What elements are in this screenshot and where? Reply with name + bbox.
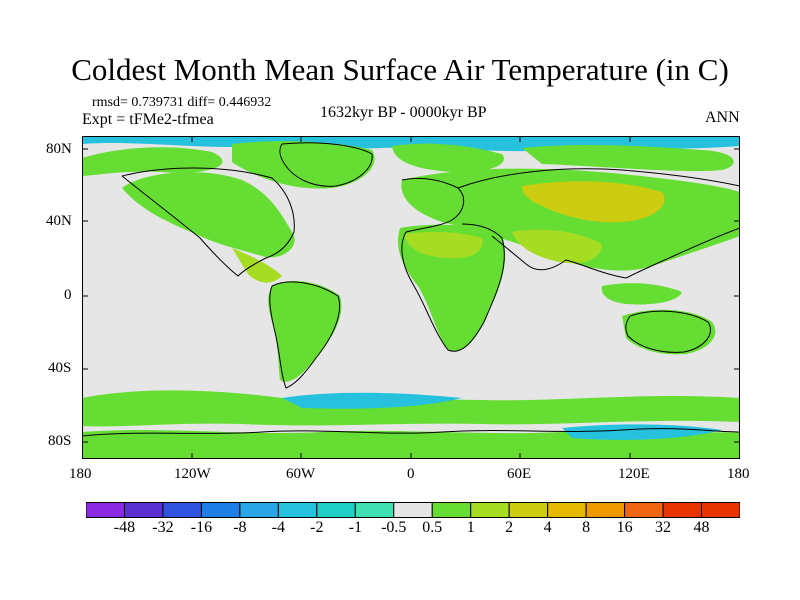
sahara-warm-region: [404, 231, 483, 259]
southern-ocean-positive-region: [82, 390, 740, 427]
coastlines: [82, 142, 740, 437]
central-america-warm-region: [232, 248, 282, 283]
colorbar-label: 8: [582, 519, 591, 536]
colorbar-box: [547, 502, 587, 518]
coastline-greenland: [279, 142, 373, 187]
colorbar-box: [662, 502, 703, 518]
colorbar-label: -2: [310, 519, 324, 536]
arctic-positive-region: [82, 147, 223, 176]
colorbar-box: [239, 502, 279, 518]
colorbar-box: [431, 502, 472, 518]
colorbar-label: -8: [233, 519, 247, 536]
maritime-continent-positive-region: [601, 283, 682, 305]
siberia-arctic-positive-region: [522, 144, 734, 172]
colorbar-label: -16: [190, 519, 213, 536]
colorbar-boxes: [86, 502, 740, 518]
colorbar: [86, 502, 740, 518]
lon-label-60e: 60E: [507, 466, 532, 482]
axis-ticks: [82, 136, 740, 459]
southern-ocean-negative-region: [282, 392, 462, 409]
antarctica-negative-region: [562, 424, 722, 440]
colorbar-box: [701, 502, 740, 518]
colorbar-label: 1: [466, 519, 475, 536]
map-border: [82, 136, 740, 459]
lat-label-80s: 80S: [48, 433, 72, 449]
colorbar-box: [585, 502, 626, 518]
coastline-europe-africa: [401, 177, 505, 352]
stats-readout: rmsd= 0.739731 diff= 0.446932: [92, 95, 272, 110]
colorbar-box: [123, 502, 164, 518]
colorbar-label: 0.5: [422, 519, 443, 536]
coastline-antarctica: [82, 428, 740, 437]
northeast-atlantic-positive-region: [392, 143, 504, 173]
north-america-positive-region: [122, 172, 295, 258]
colorbar-label: 4: [543, 519, 552, 536]
colorbar-label: 32: [655, 519, 672, 536]
colorbar-box: [470, 502, 510, 518]
colorbar-box: [508, 502, 549, 518]
plot-title: Coldest Month Mean Surface Air Temperatu…: [71, 52, 729, 87]
colorbar-box: [277, 502, 318, 518]
lat-label-40s: 40S: [48, 360, 72, 376]
central-asia-warm-region: [522, 181, 665, 223]
coastline-north-america: [121, 167, 295, 277]
colorbar-box: [162, 502, 202, 518]
colorbar-label: 16: [616, 519, 633, 536]
lon-label-120w: 120W: [174, 466, 211, 482]
africa-positive-region: [398, 224, 506, 351]
colorbar-label: -32: [152, 519, 174, 536]
colorbar-box: [354, 502, 395, 518]
temperature-anomaly-map: [82, 136, 740, 459]
colorbar-label: -48: [113, 519, 136, 536]
colorbar-label: 2: [505, 519, 514, 536]
lon-label-180e: 180: [727, 466, 750, 482]
season-label: ANN: [705, 109, 740, 126]
colorbar-box: [624, 502, 664, 518]
period-label: 1632kyr BP - 0000kyr BP: [320, 104, 487, 121]
lat-label-0: 0: [64, 287, 72, 303]
lon-label-180w: 180: [69, 466, 92, 482]
coastline-australia: [625, 310, 711, 353]
lon-label-60w: 60W: [286, 466, 316, 482]
experiment-label: Expt = tFMe2-tfmea: [82, 111, 214, 128]
australia-positive-region: [622, 309, 716, 355]
colorbar-label: -1: [348, 519, 362, 536]
colorbar-label: 48: [693, 519, 710, 536]
colorbar-label: -4: [271, 519, 285, 536]
lon-label-120e: 120E: [618, 466, 650, 482]
colorbar-box: [393, 502, 433, 518]
south-asia-warm-region: [512, 229, 602, 264]
colorbar-box: [86, 502, 125, 518]
lat-label-80n: 80N: [46, 141, 72, 157]
colorbar-box: [200, 502, 241, 518]
lat-label-40n: 40N: [46, 213, 72, 229]
colorbar-box: [316, 502, 356, 518]
lon-label-0: 0: [407, 466, 415, 482]
colorbar-label: -0.5: [381, 519, 407, 536]
south-america-positive-region: [268, 281, 342, 382]
coastline-south-america: [269, 281, 340, 389]
coastline-asia: [457, 168, 740, 279]
